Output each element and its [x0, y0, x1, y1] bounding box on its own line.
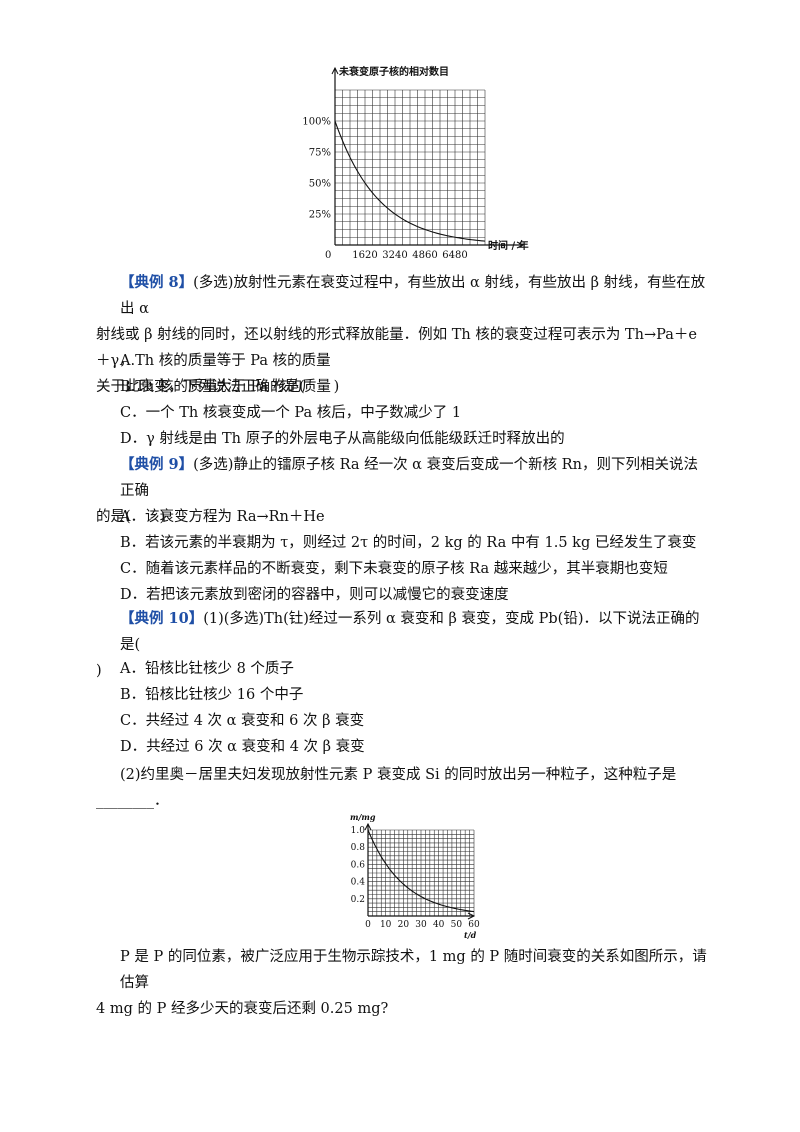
y-axis-label: 未衰变原子核的相对数目 [338, 65, 449, 78]
example-9-line2: 的是( ) [96, 509, 166, 525]
example-8-option-d: D．γ 射线是由 Th 原子的外层电子从高能级向低能级跃迁时释放出的 [120, 431, 565, 447]
example-10-option-a: A．铅核比钍核少 8 个质子 [120, 661, 294, 677]
decay-curve [334, 120, 486, 242]
x-tick-label: 4860 [412, 250, 437, 261]
example-10-tag: 【典例 10】 [120, 610, 204, 627]
x-axis-label: t/d [464, 930, 477, 940]
y-tick-label: 25% [309, 210, 331, 221]
example-8-tag: 【典例 8】 [120, 274, 194, 291]
example-10-part3-line2: 4 mg 的 P 经多少天的衰变后还剩 0.25 mg? [96, 1001, 389, 1017]
x-tick-label: 3240 [382, 250, 407, 261]
example-10-part3: P 是 P 的同位素，被广泛应用于生物示踪技术，1 mg 的 P 随时间衰变的关… [96, 944, 708, 1022]
y-tick-label: 100% [302, 117, 331, 128]
example-8-line1: (多选)放射性元素在衰变过程中，有些放出 α 射线，有些放出 β 射线，有些在放… [120, 275, 706, 317]
example-8-line2: 射线或 β 射线的同时，还以射线的形式释放能量．例如 Th 核的衰变过程可表示为… [96, 327, 697, 369]
example-10-part2-line1: (2)约里奥－居里夫妇发现放射性元素 P 衰变成 Si 的同时放出另一种粒子，这… [120, 767, 677, 783]
y-axis-arrow [364, 822, 372, 831]
x-tick-label: 10 [380, 920, 392, 930]
example-10-option-d: D．共经过 6 次 α 衰变和 4 次 β 衰变 [120, 739, 365, 755]
example-9-option-c: C．随着该元素样品的不断衰变，剩下未衰变的原子核 Ra 越来越少，其半衰期也变短 [120, 561, 668, 577]
example-9-tag: 【典例 9】 [120, 456, 194, 473]
y-axis-label: m/mg [350, 812, 376, 822]
example-10-line2: ) [96, 663, 102, 679]
decay-curve [367, 829, 475, 913]
x-tick-label: 30 [415, 920, 427, 930]
y-tick-label: 0.2 [351, 895, 365, 905]
y-tick-label: 50% [309, 179, 331, 190]
example-9-option-a: A．该衰变方程为 Ra→Rn＋He [120, 509, 325, 525]
x-axis-label: 时间 / 年 [488, 239, 529, 252]
example-10-part3-line1: P 是 P 的同位素，被广泛应用于生物示踪技术，1 mg 的 P 随时间衰变的关… [120, 949, 707, 991]
y-axis-arrow [331, 66, 339, 75]
x-tick-label: 0 [365, 920, 371, 930]
y-tick-label: 0.4 [351, 878, 366, 888]
example-10-stem: 【典例 10】(1)(多选)Th(钍)经过一系列 α 衰变和 β 衰变，变成 P… [96, 606, 708, 684]
example-8-option-c: C．一个 Th 核衰变成一个 Pa 核后，中子数减少了 1 [120, 405, 462, 421]
example-9-line1: (多选)静止的镭原子核 Ra 经一次 α 衰变后变成一个新核 Rn，则下列相关说… [120, 457, 698, 499]
example-9-stem: 【典例 9】(多选)静止的镭原子核 Ra 经一次 α 衰变后变成一个新核 Rn，… [96, 452, 708, 530]
example-8-stem: 【典例 8】(多选)放射性元素在衰变过程中，有些放出 α 射线，有些放出 β 射… [96, 270, 708, 400]
example-10-part2: (2)约里奥－居里夫妇发现放射性元素 P 衰变成 Si 的同时放出另一种粒子，这… [96, 762, 708, 814]
example-10-part2-line2: ________． [96, 793, 169, 809]
x-axis-arrow [516, 241, 525, 249]
x-tick-label: 20 [398, 920, 410, 930]
y-tick-label: 0.8 [351, 843, 366, 853]
origin-label: 0 [325, 250, 331, 261]
x-tick-label: 40 [433, 920, 445, 930]
example-9-option-b: B．若该元素的半衰期为 τ，则经过 2τ 的时间，2 kg 的 Ra 中有 1.… [120, 535, 697, 551]
example-9-option-d: D．若把该元素放到密闭的容器中，则可以减慢它的衰变速度 [120, 587, 509, 603]
decay-chart-days: m/mg t/d 1.0 0.8 0.6 0.4 0.2 0 10 20 30 40 50 60 [330, 810, 490, 940]
decay-chart-years: 未衰变原子核的相对数目时间 / 年 0 100% 75% 50% 25% 1620 3240 4… [300, 60, 550, 261]
example-8-line3: 关于此衰变，下列说法正确的是( ) [96, 379, 340, 395]
example-10-option-c: C．共经过 4 次 α 衰变和 6 次 β 衰变 [120, 713, 365, 729]
decay-chart-days-svg: m/mg t/d 1.0 0.8 0.6 0.4 0.2 0 10 20 30 40 50 60 [350, 812, 480, 940]
x-tick-label: 60 [468, 920, 480, 930]
x-tick-label: 50 [451, 920, 463, 930]
example-10-option-b: B．铅核比钍核少 16 个中子 [120, 687, 304, 703]
y-tick-label: 75% [309, 148, 331, 159]
y-tick-label: 0.6 [351, 860, 366, 870]
y-tick-label: 1.0 [351, 826, 366, 836]
x-tick-label: 6480 [442, 250, 467, 261]
x-axis-arrow [467, 912, 476, 920]
example-8-option-a: A.Th 核的质量等于 Pa 核的质量 [120, 353, 331, 369]
x-tick-label: 1620 [352, 250, 377, 261]
example-10-line1: (1)(多选)Th(钍)经过一系列 α 衰变和 β 衰变，变成 Pb(铅)．以下… [120, 611, 700, 653]
example-8-option-b: B.Th 核的质量大于 Pa 核的质量 [120, 379, 331, 395]
